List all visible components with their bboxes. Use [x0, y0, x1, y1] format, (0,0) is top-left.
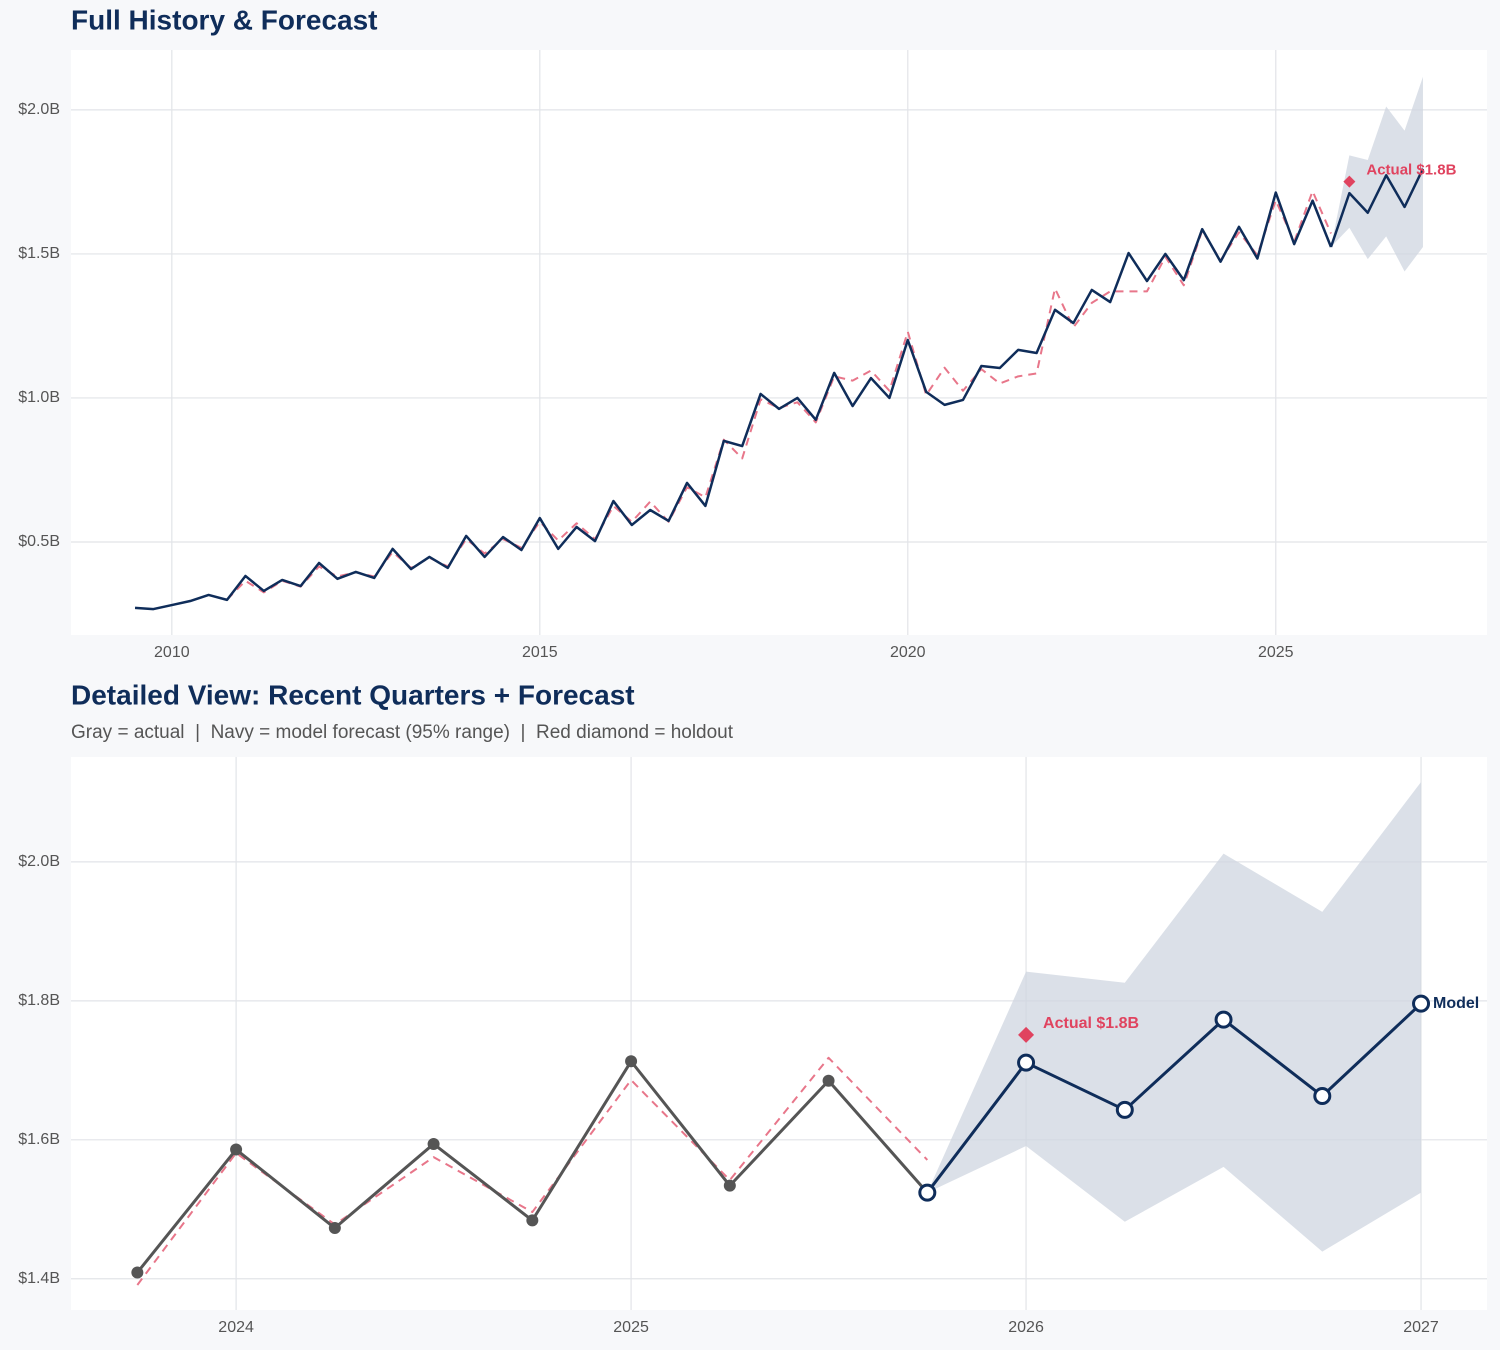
point	[131, 1266, 144, 1279]
point	[1313, 1087, 1332, 1106]
y-tick-label: $2.0B	[18, 853, 60, 870]
y-tick-label: $2.0B	[18, 101, 60, 118]
y-tick-label: $1.4B	[18, 1270, 60, 1287]
plot-area	[71, 50, 1487, 635]
holdout-label: Actual $1.8B	[1043, 1015, 1139, 1032]
y-tick-label: $1.5B	[18, 245, 60, 262]
x-tick-label: 2025	[613, 1319, 649, 1336]
y-tick-label: $1.8B	[18, 992, 60, 1009]
x-tick-label: 2025	[1258, 644, 1294, 661]
point	[723, 1179, 736, 1192]
point	[328, 1222, 341, 1235]
dashed-line	[136, 1056, 929, 1286]
forecast-band	[927, 782, 1422, 1252]
line	[926, 1002, 1423, 1194]
holdout-diamond	[1018, 1026, 1035, 1043]
end-label: Model	[1433, 995, 1479, 1012]
point	[1115, 1100, 1134, 1119]
point	[1412, 994, 1431, 1013]
x-tick-label: 2010	[154, 644, 190, 661]
forecast-band	[1330, 76, 1423, 272]
x-tick-label: 2026	[1008, 1319, 1044, 1336]
y-tick-label: $0.5B	[18, 533, 60, 550]
point	[625, 1055, 638, 1068]
x-tick-label: 2020	[890, 644, 926, 661]
point	[427, 1137, 440, 1150]
holdout-diamond	[1343, 175, 1356, 188]
x-tick-label: 2024	[218, 1319, 254, 1336]
chart-title: Full History & Forecast	[71, 4, 378, 35]
x-tick-label: 2015	[522, 644, 558, 661]
chart-subtitle: Gray = actual | Navy = model forecast (9…	[71, 722, 734, 743]
x-tick-label: 2027	[1403, 1319, 1439, 1336]
point	[526, 1214, 539, 1227]
point	[918, 1183, 937, 1202]
point	[230, 1143, 243, 1156]
y-tick-label: $1.6B	[18, 1131, 60, 1148]
chart-title: Detailed View: Recent Quarters + Forecas…	[71, 679, 635, 710]
point	[1214, 1010, 1233, 1029]
line	[1329, 168, 1425, 248]
line	[134, 191, 1333, 611]
holdout-label: Actual $1.8B	[1366, 162, 1456, 179]
y-tick-label: $1.0B	[18, 389, 60, 406]
point	[822, 1074, 835, 1087]
point	[1017, 1053, 1036, 1072]
